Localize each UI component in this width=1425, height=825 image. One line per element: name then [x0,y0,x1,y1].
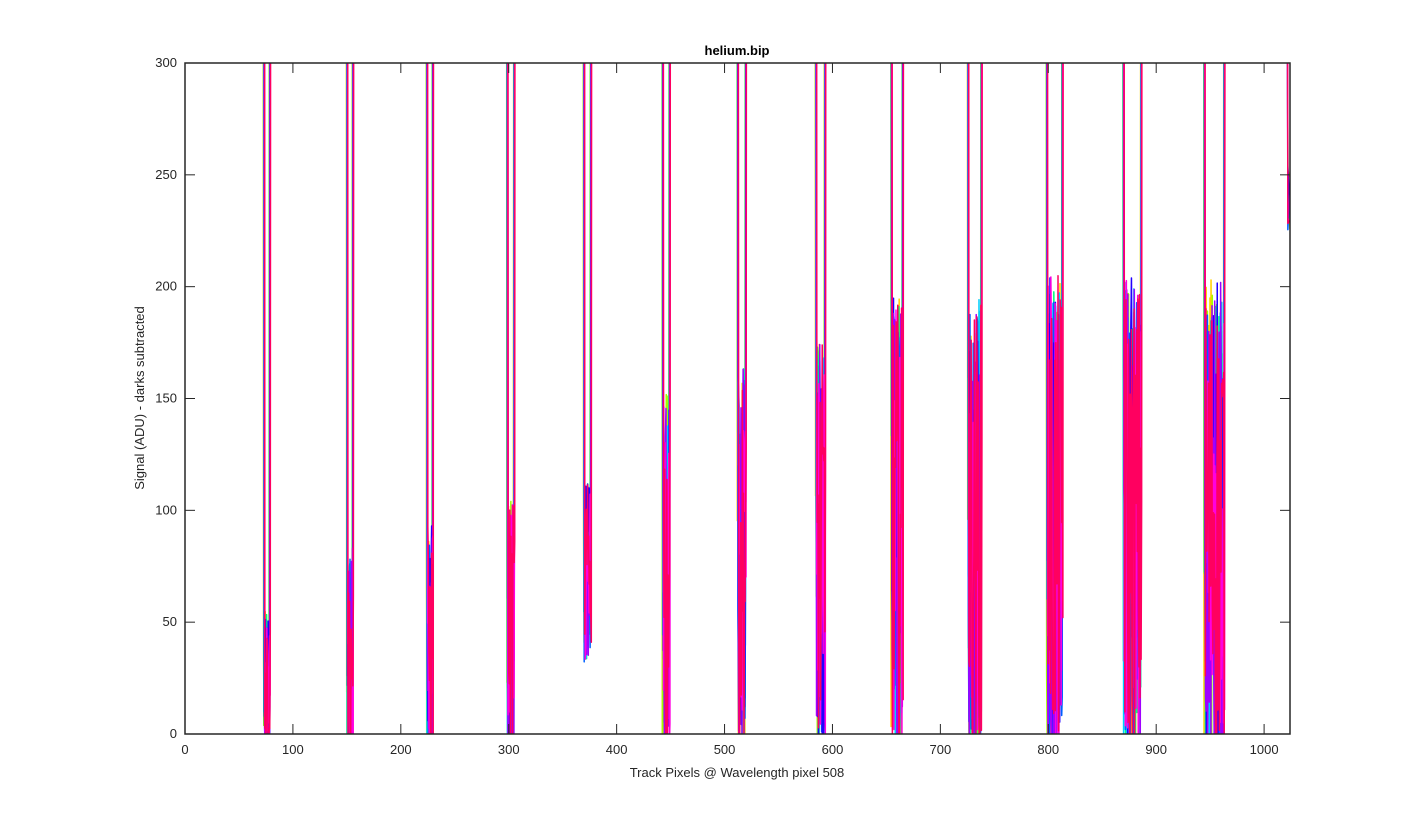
x-tick-label: 1000 [1250,742,1279,757]
y-tick-label: 250 [155,167,177,182]
y-tick-label: 150 [155,391,177,406]
y-tick-label: 200 [155,279,177,294]
y-axis: 0 50 100 150 200 250 300 [155,55,1290,741]
series-line [263,63,1290,734]
x-axis: 0 100 200 300 400 500 600 700 800 900 1000 [181,63,1279,757]
series-layer [262,63,1290,734]
x-tick-label: 800 [1037,742,1059,757]
x-tick-label: 400 [606,742,628,757]
x-tick-label: 700 [930,742,952,757]
x-tick-label: 600 [822,742,844,757]
x-tick-label: 100 [282,742,304,757]
x-tick-label: 0 [181,742,188,757]
y-tick-label: 50 [163,614,177,629]
x-tick-label: 900 [1145,742,1167,757]
x-tick-label: 500 [714,742,736,757]
chart-title: helium.bip [705,43,770,58]
x-axis-label: Track Pixels @ Wavelength pixel 508 [630,765,845,780]
y-tick-label: 100 [155,502,177,517]
x-tick-label: 300 [498,742,520,757]
x-tick-label: 200 [390,742,412,757]
y-axis-label: Signal (ADU) - darks subtracted [132,306,147,490]
y-tick-label: 300 [155,55,177,70]
y-tick-label: 0 [170,726,177,741]
